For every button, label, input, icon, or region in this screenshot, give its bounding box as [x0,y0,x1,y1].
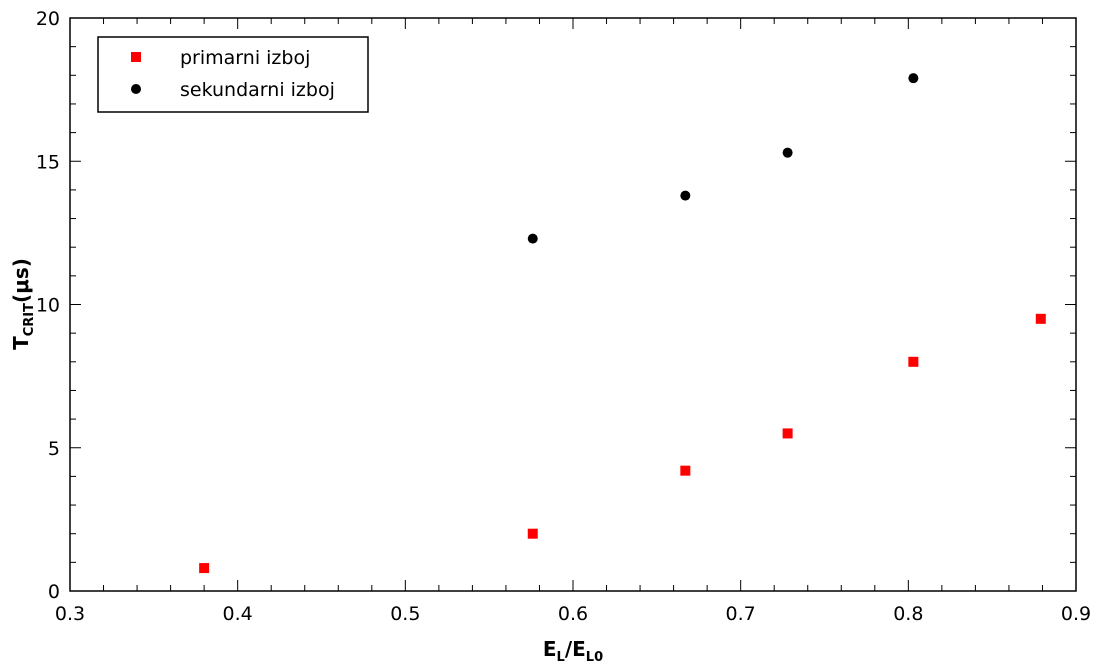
sekundarni-data-point [527,233,538,244]
x-tick-label: 0.5 [390,603,420,625]
x-tick-label: 0.9 [1061,603,1091,625]
x-tick-label: 0.3 [55,603,85,625]
x-tick-label: 0.6 [558,603,588,625]
x-axis-title-sub2: L0 [586,650,603,664]
sekundarni-data-point [680,190,691,201]
x-axis-title: EL/EL0 [543,637,603,664]
primarni-data-point [527,528,538,539]
y-axis-title-main: T [9,336,33,350]
x-tick-label: 0.7 [726,603,756,625]
y-tick-label: 5 [48,438,60,460]
legend-box [97,36,369,113]
x-axis-title-sep: / [565,637,573,661]
legend-label-primarni: primarni izboj [180,47,310,69]
legend-label-sekundarni: sekundarni izboj [180,79,335,101]
legend: primarni izboj sekundarni izboj [97,36,369,113]
plot-frame [69,17,1077,592]
y-tick-label: 0 [48,581,60,603]
primarni-data-point [199,563,210,574]
x-axis-title-main2: E [572,637,586,661]
y-axis-title-sub: CRIT [22,303,37,336]
legend-marker-primarni [131,52,141,62]
x-axis-title-main: E [543,637,557,661]
y-axis-title-rest: (μs) [9,258,33,303]
primarni-data-point [908,356,919,367]
primarni-data-point [680,465,691,476]
tick-labels: 0.3 0.4 0.5 0.6 0.7 0.8 0.9 0 5 10 15 20 [36,8,1091,625]
data-marks [199,73,1046,574]
sekundarni-data-point [908,73,919,84]
y-tick-label: 15 [36,151,60,173]
primarni-data-point [782,428,793,439]
x-axis-title-sub: L [557,650,565,664]
x-tick-label: 0.4 [223,603,253,625]
primarni-data-point [1035,313,1046,324]
y-axis-title: TCRIT(μs) [9,258,37,350]
sekundarni-data-point [782,147,793,158]
x-tick-label: 0.8 [893,603,923,625]
y-tick-label: 20 [36,8,60,30]
y-tick-label: 10 [36,295,60,317]
legend-marker-sekundarni [131,84,141,94]
